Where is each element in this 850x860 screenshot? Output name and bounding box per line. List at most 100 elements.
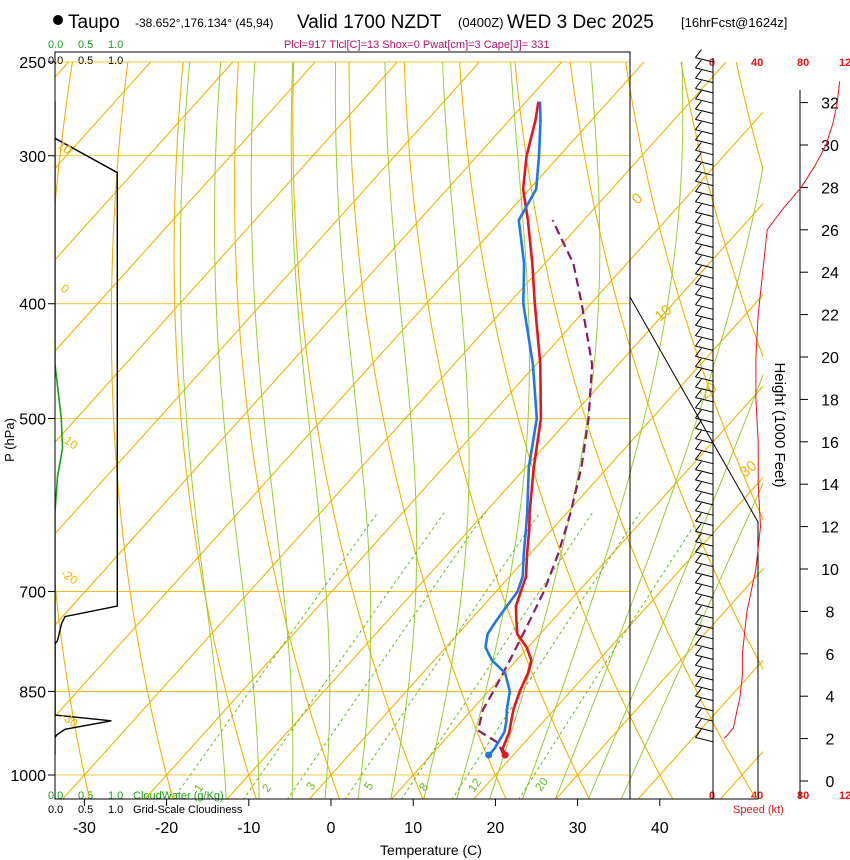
isotherm-40 — [637, 659, 763, 799]
wind-barb-flag — [695, 698, 702, 707]
wind-barb-flag — [695, 656, 702, 666]
height-axis-title: Height (1000 Feet) — [771, 362, 788, 487]
wind-barb — [695, 324, 714, 331]
isotherm--10 — [226, 202, 763, 799]
p-tick-label-1000: 1000 — [10, 768, 46, 785]
wind-barb-flag — [695, 533, 702, 543]
isotherm--70 — [55, 61, 398, 444]
moist-adiabat-30 — [554, 164, 763, 799]
height-tick-label-32: 32 — [821, 96, 839, 113]
x-tick-label--10: -10 — [237, 820, 260, 837]
wind-barb-flag — [695, 224, 702, 233]
cloudiness-tick-top-2: 1.0 — [108, 55, 123, 67]
wind-barb — [695, 613, 714, 619]
wind-barb-flag — [695, 111, 702, 120]
moist-adiabat-34 — [587, 373, 763, 799]
wind-barb-flag — [695, 121, 702, 130]
p-tick-label-250: 250 — [19, 55, 46, 72]
wind-barb — [695, 129, 714, 135]
wind-barb — [695, 242, 714, 248]
dry-adiabat--30 — [55, 61, 91, 799]
speed-tick-top-2: 80 — [797, 57, 809, 69]
mixing-ratio-label-20: 20 — [532, 774, 551, 793]
wind-barb-flag — [695, 574, 702, 584]
wind-barb — [695, 633, 714, 640]
moist-adiabat-38 — [620, 482, 763, 799]
wind-barb — [695, 448, 714, 454]
p-tick-label-300: 300 — [19, 149, 46, 166]
wind-barb — [695, 88, 714, 94]
isotherm--80 — [55, 61, 316, 352]
valid-time: Valid 1700 NZDT — [297, 12, 442, 33]
wind-barb-flag — [695, 430, 702, 440]
isotherm--40 — [55, 61, 645, 718]
isotherm--20 — [144, 111, 763, 799]
mixing-ratio-label-8: 8 — [416, 780, 431, 794]
wind-barb — [695, 664, 714, 671]
wind-barb-flag — [695, 183, 702, 192]
wind-barb-flag — [695, 296, 702, 306]
mixing-ratio-label-5: 5 — [361, 779, 376, 793]
wind-barb-flag — [695, 450, 702, 460]
wind-barb-flag — [695, 718, 702, 728]
mixing-ratio-label-3: 3 — [303, 779, 318, 793]
wind-barb — [695, 675, 714, 681]
wind-barb-flag — [695, 347, 702, 357]
mixing-ratio-20 — [518, 512, 704, 799]
cloudwater-label: CloudWater (g/Kg) — [133, 790, 224, 802]
wind-barb — [695, 592, 714, 599]
wind-barb-flag — [695, 368, 702, 378]
wind-barb — [695, 221, 714, 228]
wind-barb — [695, 283, 714, 290]
x-tick-label--20: -20 — [155, 820, 178, 837]
wind-barb-flag — [695, 142, 702, 151]
wind-barb — [695, 685, 714, 691]
isotherm-label-0: 0 — [629, 190, 646, 208]
p-tick-label-700: 700 — [19, 585, 46, 602]
p-tick-label-500: 500 — [19, 412, 46, 429]
dry-adiabat-label-10: 10 — [55, 138, 74, 157]
plot-area — [55, 61, 763, 799]
height-tick-label-2: 2 — [826, 732, 835, 749]
x-tick-label-40: 40 — [651, 820, 669, 837]
wind-barb — [695, 304, 714, 310]
wind-barb-flag — [695, 461, 702, 470]
wind-barb-flag — [695, 481, 702, 491]
wind-barb-flag — [695, 317, 702, 326]
wind-barb — [695, 366, 714, 372]
wind-barb — [695, 654, 714, 660]
wind-barb — [695, 551, 714, 557]
wind-barb-flag — [695, 636, 702, 646]
isotherm--50 — [55, 61, 563, 626]
wind-barb-flag — [695, 399, 702, 409]
x-tick-label-30: 30 — [569, 820, 587, 837]
speed-axis-label: Speed (kt) — [733, 804, 784, 816]
surface-dewpoint-marker — [485, 751, 493, 759]
height-tick-label-4: 4 — [826, 689, 835, 706]
isotherm-0 — [308, 294, 763, 799]
dry-adiabat-20 — [348, 61, 507, 799]
wind-barb-flag — [695, 553, 702, 563]
wind-barb-flag — [695, 512, 702, 522]
x-tick-label-0: 0 — [327, 820, 336, 837]
cloudiness-line — [55, 137, 118, 739]
wind-barb — [695, 572, 714, 578]
height-tick-label-22: 22 — [821, 308, 839, 325]
temperature-line — [501, 101, 543, 756]
cloudiness-label: Grid-Scale Cloudiness — [133, 804, 243, 816]
wind-barb — [695, 232, 714, 238]
surface-temperature-marker — [501, 751, 509, 759]
dry-adiabat-10 — [292, 61, 424, 799]
mixing-ratio-1 — [172, 512, 379, 799]
moist-adiabat-14 — [423, 61, 470, 799]
height-tick-label-24: 24 — [821, 265, 839, 282]
wind-barb-flag — [695, 729, 702, 738]
wind-barb — [695, 407, 714, 413]
wind-barb — [695, 386, 714, 393]
cloudwater-tick-bottom-0: 0.0 — [48, 790, 63, 802]
height-tick-label-10: 10 — [821, 562, 839, 579]
height-tick-label-12: 12 — [821, 520, 839, 537]
